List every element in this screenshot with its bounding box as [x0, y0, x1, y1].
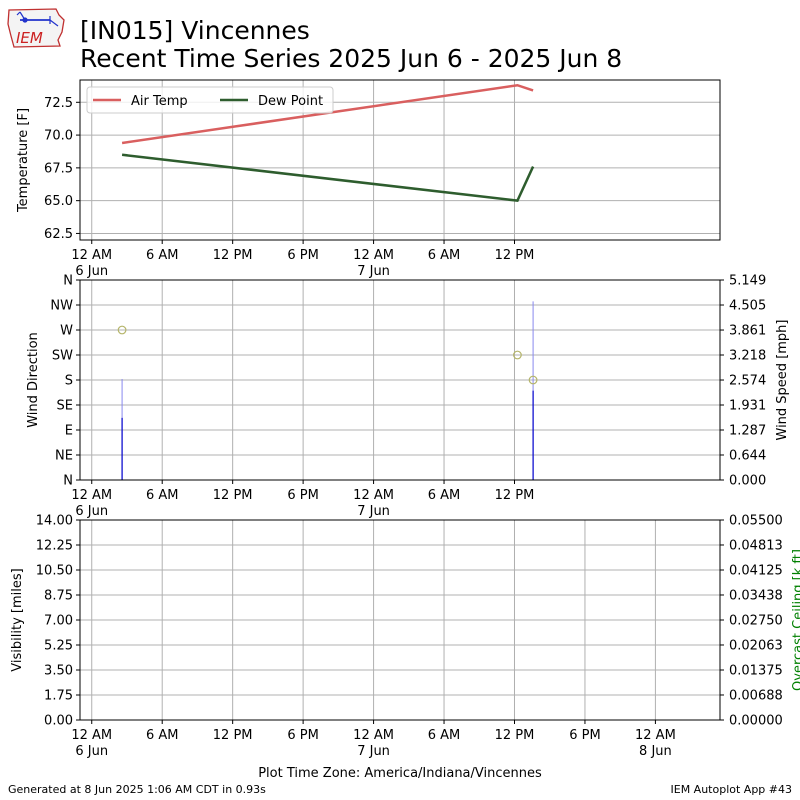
- x-tick-label: 6 AM: [146, 248, 179, 263]
- y-tick-label: 3.50: [44, 664, 73, 679]
- x-tick-label: 12 AM: [71, 248, 112, 263]
- y-right-tick-label: 3.218: [729, 349, 766, 364]
- x-tick-label: 12 PM: [213, 248, 253, 263]
- wind-direction-point: [513, 350, 522, 360]
- x-tick-label: 6 AM: [428, 728, 461, 743]
- y-right-tick-label: 1.931: [729, 398, 766, 413]
- x-tick-label: 6 PM: [287, 728, 318, 743]
- y-tick-label: 67.5: [44, 161, 73, 176]
- ceiling-axis-label: Overcast Ceiling [k ft]: [791, 549, 800, 691]
- y-right-tick-label: 4.505: [729, 299, 766, 314]
- y-right-tick-label: 3.861: [729, 324, 766, 339]
- x-tick-date-label: 7 Jun: [357, 504, 390, 519]
- y-right-tick-label: 0.02750: [729, 614, 783, 629]
- chart-title: [IN015] Vincennes: [80, 16, 310, 45]
- y-tick-label: N: [63, 474, 73, 489]
- x-tick-label: 12 AM: [635, 728, 676, 743]
- x-tick-label: 12 AM: [71, 488, 112, 503]
- y-tick-label: 0.00: [44, 714, 73, 729]
- y-right-tick-label: 2.574: [729, 374, 766, 389]
- generated-note: Generated at 8 Jun 2025 1:06 AM CDT in 0…: [8, 783, 266, 796]
- y-tick-label: 7.00: [44, 614, 73, 629]
- wind-direction-point: [528, 375, 538, 385]
- legend-air-temp-label: Air Temp: [131, 94, 188, 109]
- x-tick-date-label: 6 Jun: [75, 504, 108, 519]
- y-right-tick-label: 0.02063: [729, 638, 783, 653]
- x-tick-date-label: 7 Jun: [357, 744, 390, 759]
- x-tick-label: 12 PM: [213, 488, 253, 503]
- visibility-panel: 0.001.753.505.257.008.7510.5012.2514.00 …: [10, 514, 800, 782]
- visibility-axis-label: Visibility [miles]: [10, 568, 25, 671]
- y-tick-label: 8.75: [44, 589, 73, 604]
- x-tick-label: 12 PM: [495, 728, 535, 743]
- x-tick-label: 6 AM: [146, 488, 179, 503]
- y-right-tick-label: 0.01375: [729, 664, 783, 679]
- x-tick-label: 12 PM: [495, 248, 535, 263]
- y-right-tick-label: 0.04813: [729, 538, 783, 553]
- y-tick-label: 10.50: [36, 564, 73, 579]
- dew-point-line: [121, 153, 535, 203]
- y-right-tick-label: 5.149: [729, 274, 766, 289]
- y-tick-label: 12.25: [36, 539, 73, 554]
- x-tick-label: 6 AM: [428, 248, 461, 263]
- legend-dew-point-label: Dew Point: [258, 94, 323, 109]
- y-tick-label: 70.0: [44, 129, 73, 144]
- air-temp-line: [121, 83, 534, 145]
- x-tick-label: 12 AM: [71, 728, 112, 743]
- y-tick-label: S: [65, 374, 73, 389]
- y-tick-label: 14.00: [36, 514, 73, 529]
- x-tick-date-label: 6 Jun: [75, 264, 108, 279]
- time-zone-axis-label: Plot Time Zone: America/Indiana/Vincenne…: [258, 766, 542, 781]
- app-note: IEM Autoplot App #43: [670, 783, 793, 796]
- chart-subtitle: Recent Time Series 2025 Jun 6 - 2025 Jun…: [80, 44, 623, 73]
- wind-panel: N NE E SE S SW W NW N 0.000 0.644 1.287 1.931 2.574 3…: [26, 274, 790, 520]
- y-tick-label: N: [63, 274, 73, 289]
- y-tick-label: NE: [55, 449, 73, 464]
- y-right-tick-label: 0.05500: [729, 514, 783, 529]
- x-tick-date-label: 6 Jun: [75, 744, 108, 759]
- y-tick-label: SW: [52, 349, 73, 364]
- iem-logo-text: IEM: [16, 29, 43, 47]
- y-right-tick-label: 1.287: [729, 424, 766, 439]
- y-right-tick-label: 0.03438: [729, 588, 783, 603]
- y-right-tick-label: 0.000: [729, 474, 766, 489]
- temperature-axis-label: Temperature [F]: [16, 108, 31, 213]
- x-tick-label: 6 PM: [287, 248, 318, 263]
- x-tick-label: 12 AM: [353, 248, 394, 263]
- x-tick-date-label: 8 Jun: [639, 744, 672, 759]
- iem-logo: IEM: [6, 6, 68, 54]
- y-tick-label: 1.75: [44, 689, 73, 704]
- y-tick-label: W: [60, 324, 73, 339]
- y-tick-label: NW: [50, 299, 73, 314]
- y-tick-label: 65.0: [44, 194, 73, 209]
- x-tick-label: 12 AM: [353, 488, 394, 503]
- x-tick-date-label: 7 Jun: [357, 264, 390, 279]
- y-tick-label: SE: [57, 399, 73, 414]
- x-tick-label: 6 AM: [428, 488, 461, 503]
- x-tick-label: 12 PM: [495, 488, 535, 503]
- y-tick-label: 72.5: [44, 96, 73, 111]
- y-right-tick-label: 0.04125: [729, 564, 783, 579]
- legend: Air Temp Dew Point: [86, 86, 334, 114]
- x-tick-label: 12 AM: [353, 728, 394, 743]
- x-tick-label: 6 PM: [287, 488, 318, 503]
- y-right-tick-label: 0.00688: [729, 688, 783, 703]
- y-right-tick-label: 0.00000: [729, 714, 783, 729]
- wind-speed-axis-label: Wind Speed [mph]: [775, 320, 790, 441]
- wind-direction-point: [117, 325, 127, 335]
- wind-direction-axis-label: Wind Direction: [26, 332, 41, 428]
- x-tick-label: 6 AM: [146, 728, 179, 743]
- x-tick-label: 6 PM: [569, 728, 600, 743]
- y-tick-label: E: [65, 424, 73, 439]
- y-tick-label: 5.25: [44, 639, 73, 654]
- y-tick-label: 62.5: [44, 227, 73, 242]
- y-right-tick-label: 0.644: [729, 448, 766, 463]
- x-tick-label: 12 PM: [213, 728, 253, 743]
